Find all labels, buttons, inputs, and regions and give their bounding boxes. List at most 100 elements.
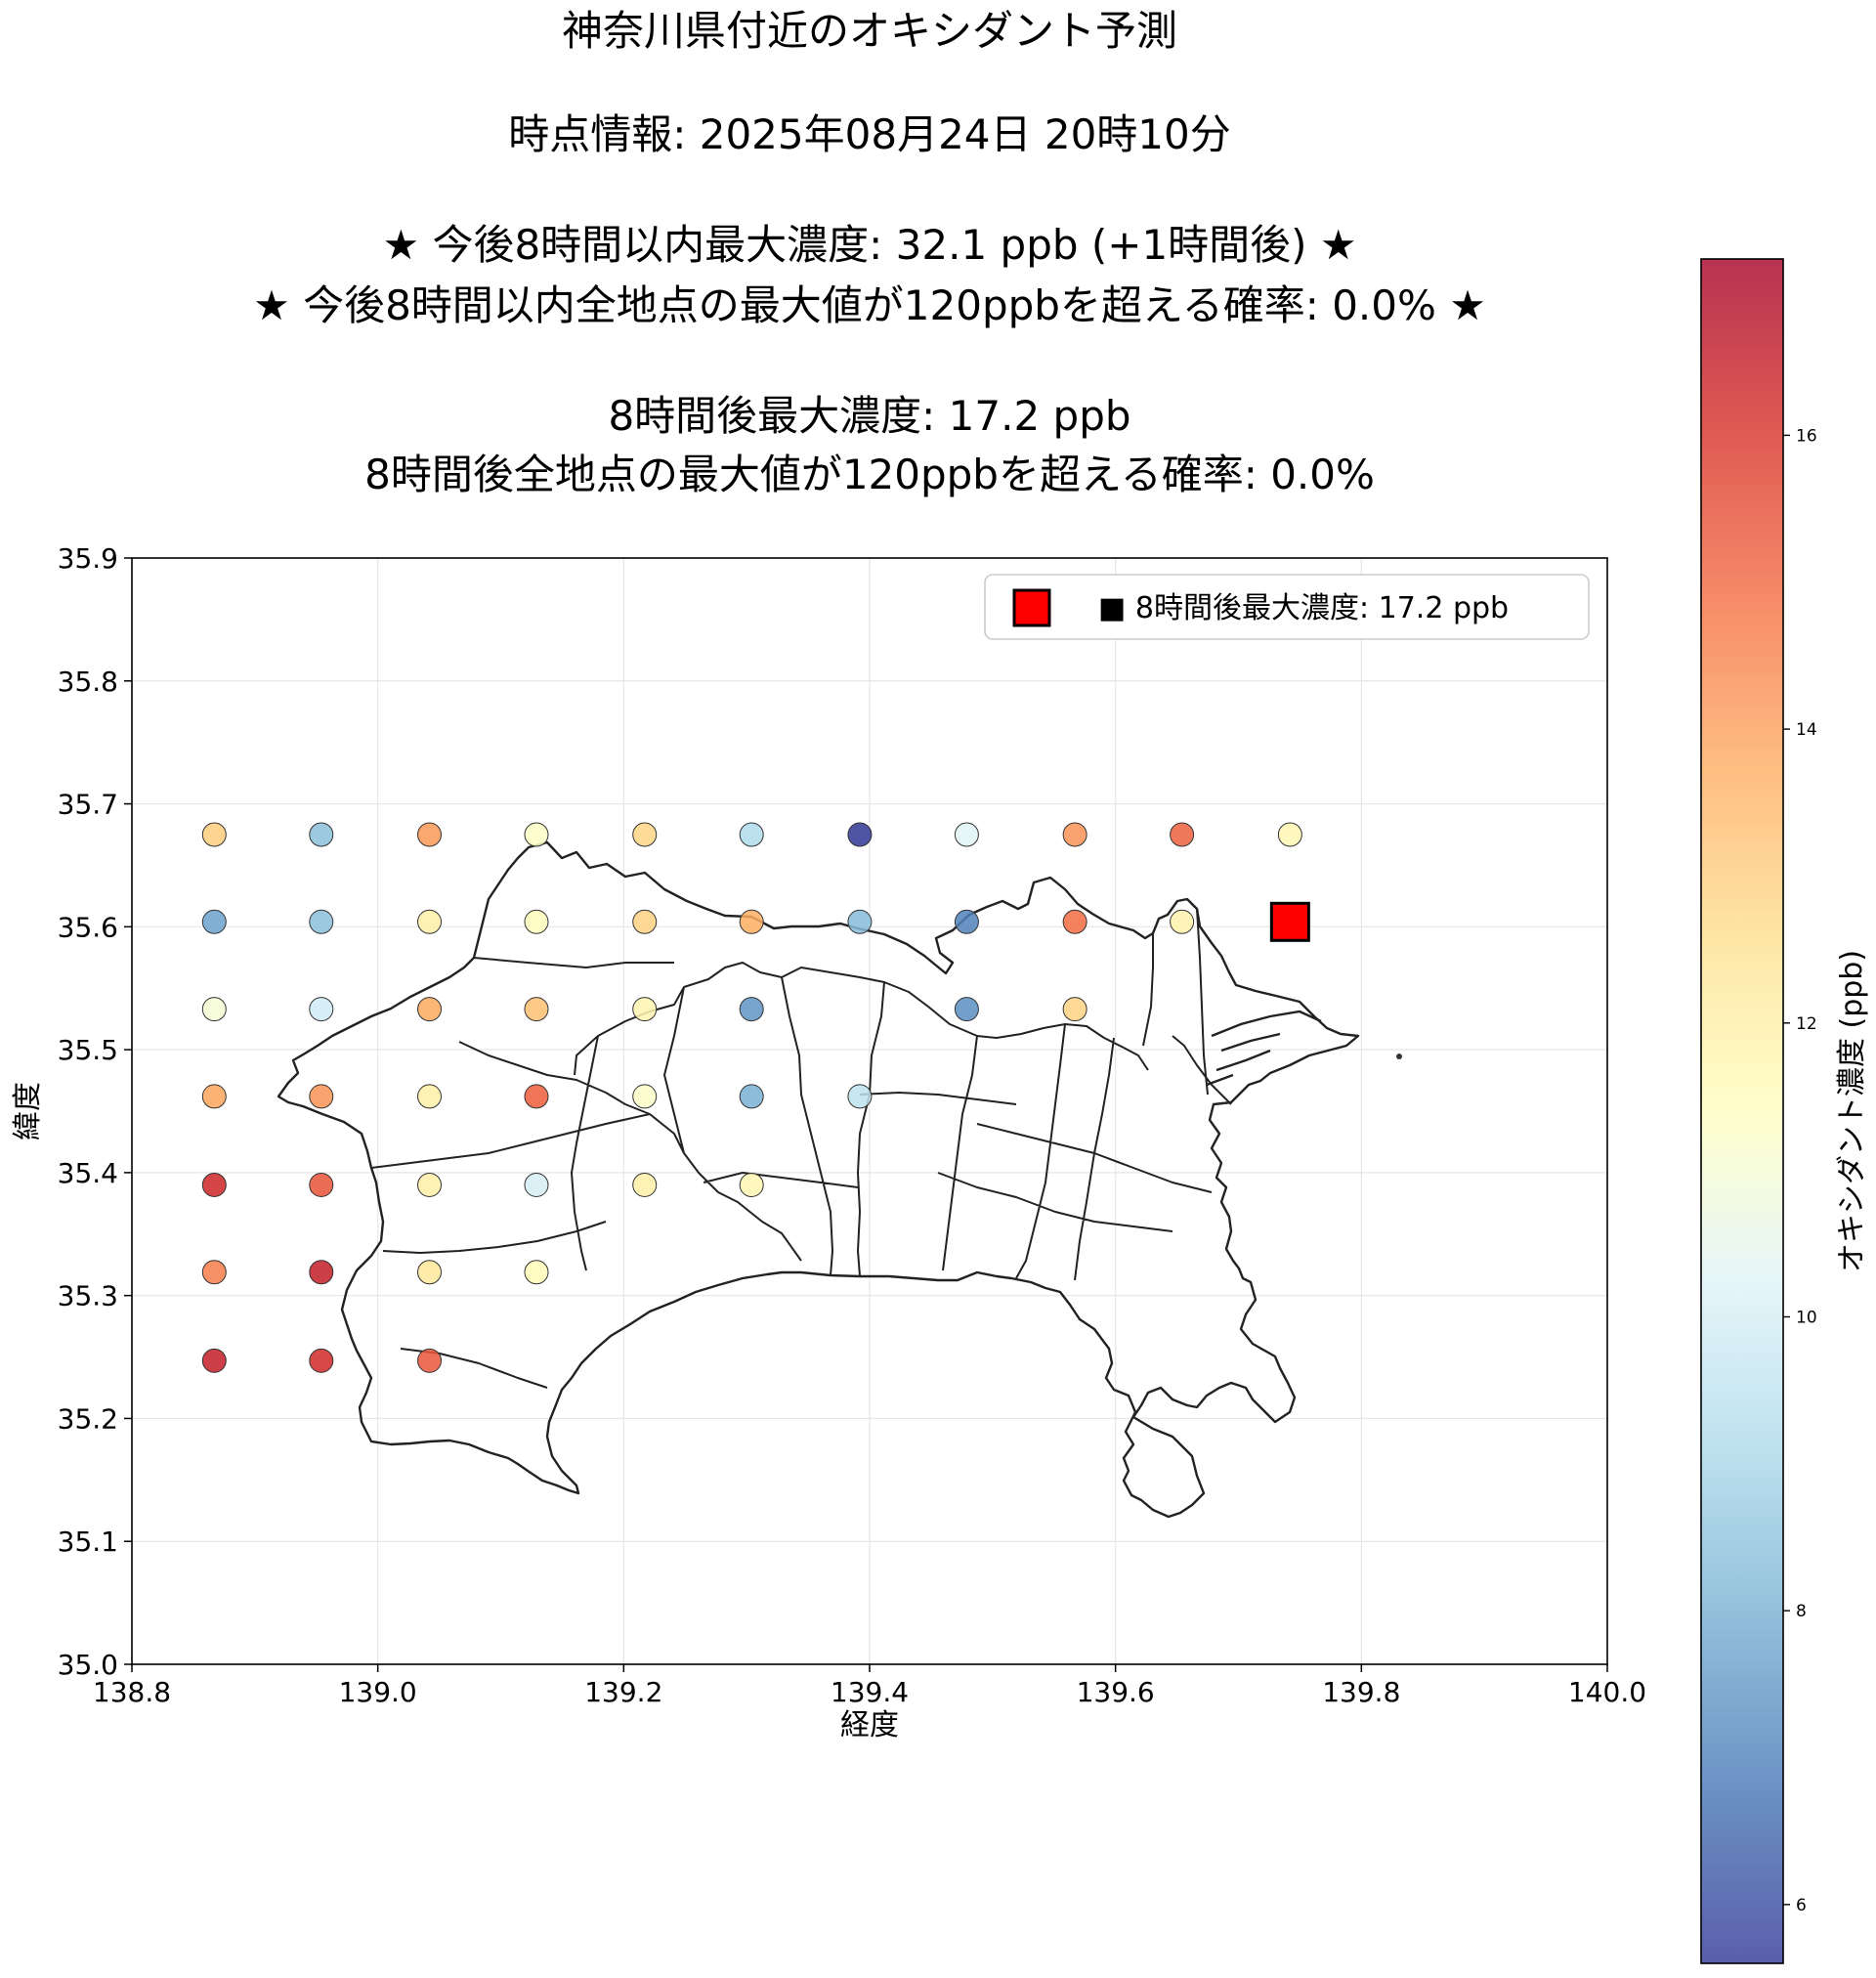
data-point (201, 1084, 227, 1109)
colorbar-tick-label: 16 (1796, 426, 1817, 446)
legend-box (984, 574, 1590, 640)
data-point (954, 909, 979, 934)
x-tick-label: 139.8 (1322, 1676, 1400, 1708)
x-axis-label: 経度 (840, 1708, 899, 1742)
data-point (1170, 822, 1195, 847)
legend-marker (1012, 588, 1051, 627)
title-line-3: ★ 今後8時間以内最大濃度: 32.1 ppb (+1時間後) ★ (382, 221, 1356, 269)
x-tick-label: 140.0 (1568, 1676, 1646, 1708)
kanagawa-map (277, 840, 1360, 1519)
data-point (201, 997, 227, 1022)
data-point (524, 909, 549, 934)
title-line-6: 8時間後全地点の最大値が120ppbを超える確率: 0.0% (364, 451, 1375, 498)
data-point (417, 822, 443, 847)
y-axis-label: 緯度 (11, 1082, 45, 1140)
y-tick-label: 35.2 (58, 1402, 118, 1435)
y-tick-label: 35.3 (58, 1280, 118, 1312)
data-point (417, 1172, 443, 1197)
data-point (632, 1172, 658, 1197)
data-point (1277, 822, 1302, 847)
legend: ■ 8時間後最大濃度: 17.2 ppb (984, 574, 1590, 640)
data-point (632, 822, 658, 847)
y-axis-ticks: 35.0 35.1 35.2 35.3 35.4 35.5 35.6 35.7 35.8 35.9 (58, 542, 132, 1681)
colorbar-tick-label: 10 (1796, 1308, 1817, 1327)
data-point (632, 909, 658, 934)
data-point (309, 1084, 334, 1109)
y-tick-label: 35.8 (58, 666, 118, 698)
data-point (524, 1084, 549, 1109)
x-tick-label: 139.6 (1077, 1676, 1155, 1708)
data-point (847, 1084, 873, 1109)
title-line-5: 8時間後最大濃度: 17.2 ppb (608, 392, 1130, 440)
y-tick-label: 35.0 (58, 1649, 118, 1681)
title-line-2: 時点情報: 2025年08月24日 20時10分 (508, 110, 1231, 158)
plot-area: 138.8 139.0 139.2 139.4 139.6 139.8 140.0 35.0… (11, 542, 1646, 1742)
data-point (309, 1260, 334, 1285)
data-point (524, 997, 549, 1022)
data-point (1062, 997, 1087, 1022)
data-point (954, 997, 979, 1022)
y-tick-label: 35.7 (58, 789, 118, 821)
legend-label: ■ 8時間後最大濃度: 17.2 ppb (1098, 591, 1509, 625)
data-point (201, 822, 227, 847)
data-point (632, 1084, 658, 1109)
data-point (847, 909, 873, 934)
data-point (417, 1260, 443, 1285)
data-point (417, 1084, 443, 1109)
data-point (201, 1348, 227, 1373)
max-concentration-marker (1269, 901, 1310, 942)
prefecture-outline (277, 840, 1360, 1519)
colorbar-label: オキシダント濃度 (ppb) (1835, 950, 1869, 1272)
municipal-borders (370, 908, 1232, 1389)
data-point (1062, 822, 1087, 847)
colorbar-tick-label: 12 (1796, 1014, 1817, 1034)
data-point (201, 909, 227, 934)
data-point (632, 997, 658, 1022)
x-axis-ticks: 138.8 139.0 139.2 139.4 139.6 139.8 140.0 (93, 1664, 1646, 1708)
data-point (1062, 909, 1087, 934)
colorbar-tick-label: 14 (1796, 720, 1817, 740)
data-point (739, 822, 764, 847)
data-point (309, 909, 334, 934)
title-line-1: 神奈川県付近のオキシダント予測 (562, 7, 1177, 55)
coast-detail (1206, 1010, 1322, 1087)
data-point (309, 1172, 334, 1197)
data-point (309, 822, 334, 847)
chart-title: 神奈川県付近のオキシダント予測 時点情報: 2025年08月24日 20時10分… (253, 7, 1486, 498)
data-point (417, 909, 443, 934)
bay-coast-details (1206, 1010, 1402, 1087)
max-concentration-markers (1269, 901, 1310, 942)
data-point (954, 822, 979, 847)
data-point (739, 909, 764, 934)
data-point (201, 1172, 227, 1197)
y-tick-label: 35.5 (58, 1034, 118, 1066)
data-point (524, 1260, 549, 1285)
y-tick-label: 35.1 (58, 1526, 118, 1558)
y-tick-label: 35.6 (58, 911, 118, 943)
data-point (847, 822, 873, 847)
colorbar-tick-label: 6 (1796, 1896, 1807, 1915)
colorbar-tick-label: 8 (1796, 1602, 1807, 1621)
data-point (739, 1172, 764, 1197)
title-line-4: ★ 今後8時間以内全地点の最大値が120ppbを超える確率: 0.0% ★ (253, 281, 1486, 329)
data-points (201, 822, 1302, 1373)
data-point (1170, 909, 1195, 934)
y-tick-label: 35.9 (58, 542, 118, 575)
data-point (739, 997, 764, 1022)
x-tick-label: 139.2 (584, 1676, 662, 1708)
data-point (309, 997, 334, 1022)
x-tick-label: 139.4 (831, 1676, 909, 1708)
data-point (524, 822, 549, 847)
data-point (524, 1172, 549, 1197)
data-point (201, 1260, 227, 1285)
data-point (739, 1084, 764, 1109)
x-tick-label: 138.8 (93, 1676, 171, 1708)
data-point (417, 997, 443, 1022)
colorbar-gradient (1700, 258, 1784, 1964)
colorbar: 6 8 10 12 14 16 オキシダント濃度 (ppb) (1700, 258, 1869, 1964)
colorbar-ticks: 6 8 10 12 14 16 (1783, 426, 1817, 1915)
data-point (417, 1348, 443, 1373)
x-tick-label: 139.0 (339, 1676, 417, 1708)
y-tick-label: 35.4 (58, 1157, 118, 1189)
